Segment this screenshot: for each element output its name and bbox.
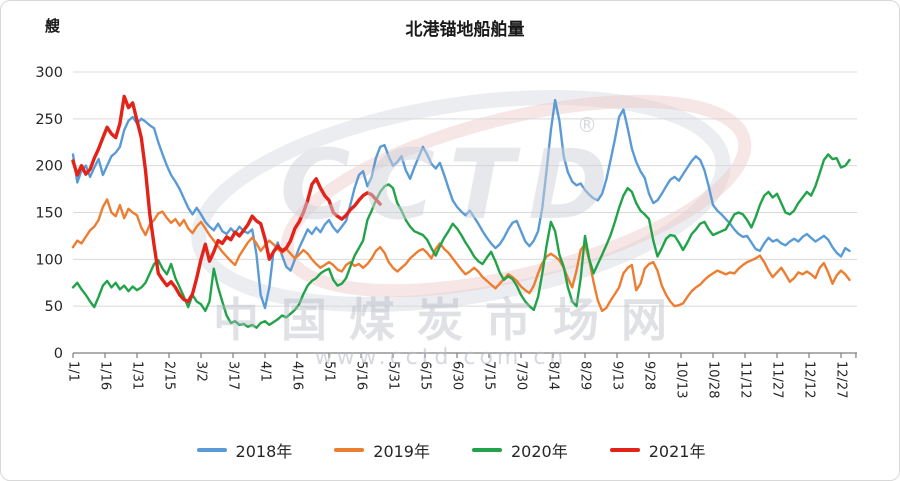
chart-legend: 2018年 2019年 2020年 2021年 — [1, 438, 899, 462]
series-line-2019年 — [71, 198, 851, 313]
x-tick-label: 2/15 — [162, 361, 177, 390]
x-tick-label: 7/30 — [514, 361, 529, 390]
x-tick-label: 5/31 — [386, 361, 401, 390]
watermark-swoosh — [191, 90, 752, 312]
y-tick-label: 0 — [54, 346, 63, 362]
x-tick-label: 11/27 — [770, 361, 785, 398]
x-tick-label: 1/31 — [130, 361, 145, 390]
legend-label: 2021年 — [648, 442, 706, 461]
legend-line-swatch — [609, 448, 640, 452]
chart-title: 北港锚地船舶量 — [405, 20, 525, 40]
x-tick-label: 10/28 — [706, 361, 721, 398]
legend-label: 2020年 — [511, 442, 568, 461]
series-line-2018年 — [71, 98, 851, 310]
y-tick-label: 200 — [35, 159, 63, 175]
legend-item-2019年: 2019年 — [334, 438, 430, 462]
x-tick-label: 1/1 — [66, 361, 81, 382]
x-tick-label: 9/13 — [610, 361, 625, 390]
legend-item-2021年: 2021年 — [609, 438, 706, 462]
gridlines — [73, 71, 857, 307]
legend-label: 2018年 — [235, 442, 293, 461]
x-tick-label: 6/15 — [418, 361, 433, 390]
legend-line-swatch — [334, 448, 365, 452]
x-tick-label: 1/16 — [98, 361, 113, 390]
axis-tick-labels: 0 50 100 150 200 250 300 1/1 1/16 1/31 2/15 3/2 3/17… — [35, 65, 848, 398]
legend-line-swatch — [472, 448, 502, 452]
x-tick-label: 7/15 — [482, 361, 497, 390]
x-tick-label: 11/12 — [738, 361, 753, 398]
x-tick-label: 3/17 — [226, 361, 241, 390]
x-tick-label: 4/1 — [258, 361, 273, 382]
x-tick-label: 12/12 — [802, 361, 817, 398]
y-tick-label: 250 — [35, 112, 63, 128]
y-tick-label: 300 — [35, 65, 63, 81]
legend-item-2020年: 2020年 — [472, 438, 568, 462]
axes — [72, 352, 857, 358]
y-axis-unit-label: 艘 — [45, 17, 61, 35]
x-tick-label: 3/2 — [194, 361, 209, 382]
x-tick-label: 4/16 — [290, 361, 305, 390]
y-tick-label: 100 — [35, 252, 63, 268]
x-tick-label: 5/1 — [322, 361, 337, 382]
legend-label: 2019年 — [373, 442, 430, 461]
x-tick-label: 6/30 — [450, 361, 465, 390]
x-tick-label: 10/13 — [674, 361, 689, 398]
x-tick-label: 9/28 — [642, 361, 657, 390]
x-tick-label: 5/16 — [354, 361, 369, 390]
series-line-2021年 — [71, 94, 382, 304]
x-tick-label: 8/29 — [578, 361, 593, 390]
series-line-2020年 — [71, 153, 851, 329]
data-series-lines — [71, 94, 851, 329]
y-tick-label: 150 — [35, 206, 63, 222]
legend-item-2018年: 2018年 — [196, 438, 293, 462]
legend-line-swatch — [196, 448, 227, 452]
y-tick-label: 50 — [45, 299, 63, 315]
x-tick-label: 8/14 — [546, 361, 561, 390]
x-tick-label: 12/27 — [834, 361, 849, 398]
